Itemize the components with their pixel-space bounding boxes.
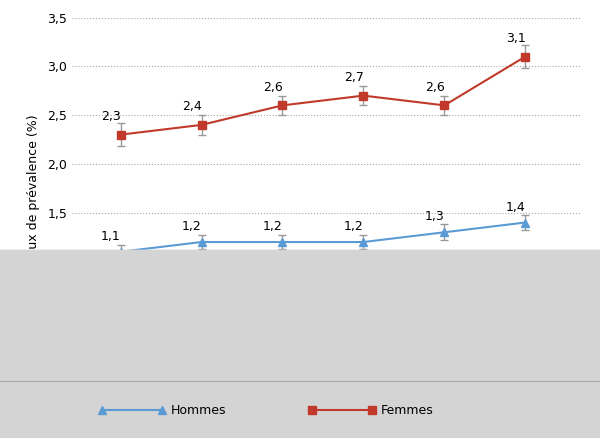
Text: 2,4: 2,4 bbox=[182, 100, 202, 113]
Y-axis label: Taux de prévalence (%): Taux de prévalence (%) bbox=[27, 114, 40, 262]
Text: 1,1: 1,1 bbox=[101, 230, 121, 243]
Text: 3,1: 3,1 bbox=[506, 32, 526, 45]
Text: 1,2: 1,2 bbox=[263, 220, 283, 233]
Text: 1,3: 1,3 bbox=[425, 211, 445, 223]
Text: 1,2: 1,2 bbox=[182, 220, 202, 233]
Text: Femmes: Femmes bbox=[381, 404, 434, 417]
Text: Hommes: Hommes bbox=[171, 404, 227, 417]
Text: 2,3: 2,3 bbox=[101, 110, 121, 123]
Text: 2,6: 2,6 bbox=[263, 81, 283, 94]
Text: 2,7: 2,7 bbox=[344, 71, 364, 84]
Text: 2,6: 2,6 bbox=[425, 81, 445, 94]
Text: 1,2: 1,2 bbox=[344, 220, 364, 233]
Text: 1,4: 1,4 bbox=[506, 201, 526, 214]
